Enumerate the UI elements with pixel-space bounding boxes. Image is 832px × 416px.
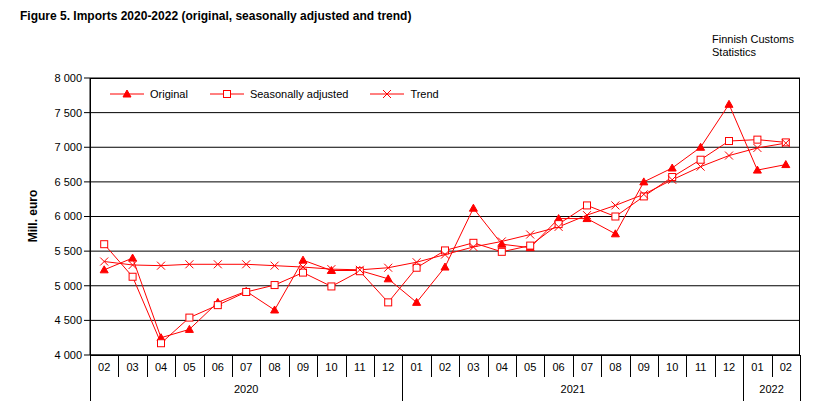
svg-text:03: 03: [467, 361, 479, 373]
svg-text:6 500: 6 500: [54, 176, 82, 188]
svg-text:03: 03: [126, 361, 138, 373]
html-text:Trend: Trend: [410, 88, 439, 100]
svg-text:11: 11: [695, 361, 706, 373]
html-text:Seasonally adjusted: Seasonally adjusted: [249, 88, 349, 100]
svg-text:11: 11: [354, 361, 365, 373]
svg-text:5 000: 5 000: [54, 280, 82, 292]
svg-text:02: 02: [98, 361, 110, 373]
svg-text:12: 12: [382, 361, 394, 373]
svg-text:09: 09: [638, 361, 650, 373]
svg-text:6 000: 6 000: [54, 210, 82, 222]
svg-text:09: 09: [297, 361, 309, 373]
svg-text:10: 10: [666, 361, 678, 373]
svg-text:07: 07: [581, 361, 593, 373]
svg-text:02: 02: [439, 361, 451, 373]
html-text:Original: Original: [150, 88, 188, 100]
html-text:Mill. euro: Mill. euro: [26, 189, 40, 242]
svg-text:08: 08: [268, 361, 280, 373]
svg-text:08: 08: [609, 361, 621, 373]
html-text:Finnish Customs Statistics: Finnish Customs Statistics: [712, 33, 794, 58]
svg-text:06: 06: [212, 361, 224, 373]
svg-text:4 000: 4 000: [54, 349, 82, 361]
svg-text:12: 12: [723, 361, 735, 373]
svg-text:10: 10: [325, 361, 337, 373]
svg-text:4 500: 4 500: [54, 314, 82, 326]
svg-text:01: 01: [410, 361, 422, 373]
svg-text:5 500: 5 500: [54, 245, 82, 257]
svg-text:05: 05: [183, 361, 195, 373]
svg-text:02: 02: [780, 361, 792, 373]
svg-text:7 500: 7 500: [54, 107, 82, 119]
svg-text:01: 01: [751, 361, 763, 373]
svg-text:04: 04: [496, 361, 508, 373]
svg-text:05: 05: [524, 361, 536, 373]
html-text:2022: 2022: [759, 383, 784, 395]
svg-text:04: 04: [155, 361, 167, 373]
svg-text:06: 06: [552, 361, 564, 373]
html-text:2020: 2020: [234, 383, 259, 395]
svg-text:8 000: 8 000: [54, 72, 82, 84]
svg-text:07: 07: [240, 361, 252, 373]
html-text:2021: 2021: [560, 383, 585, 395]
html-text:Figure 5. Imports 2020-2022 (o: Figure 5. Imports 2020-2022 (original, s…: [20, 9, 412, 23]
svg-text:7 000: 7 000: [54, 141, 82, 153]
